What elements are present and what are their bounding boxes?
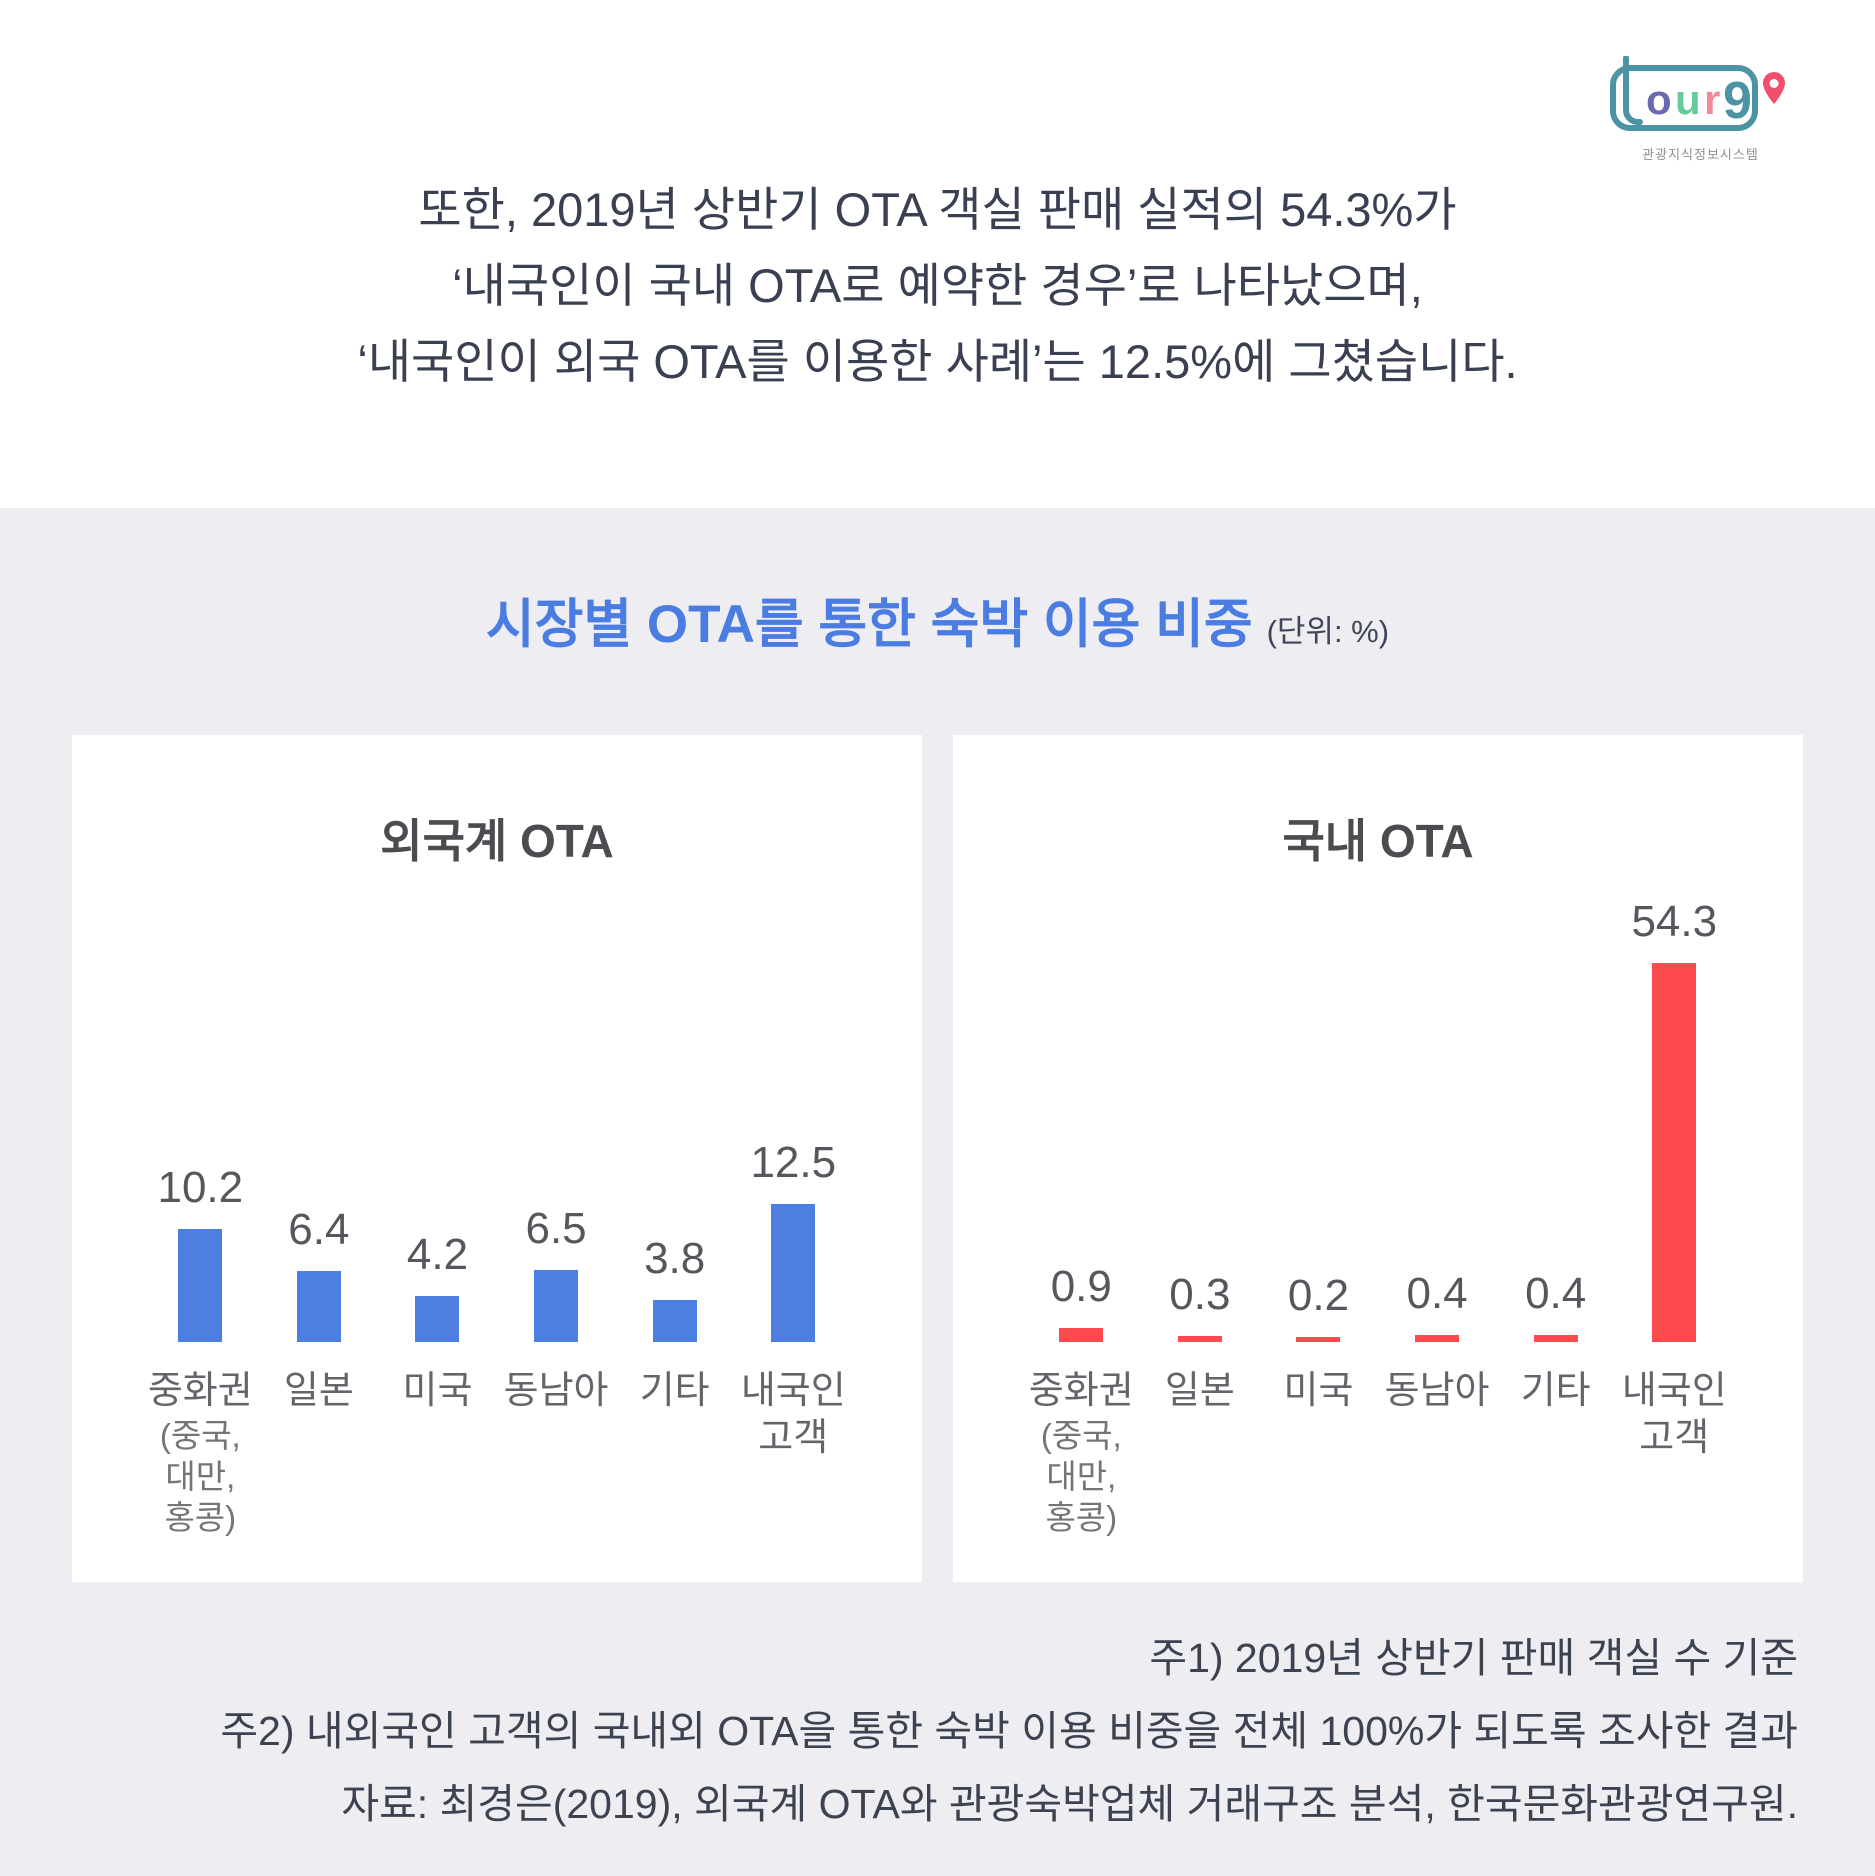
headline-line-3: ‘내국인이 외국 OTA를 이용한 사례’는 12.5%에 그쳤습니다. <box>357 335 1518 388</box>
category-label: 기타 <box>615 1368 734 1415</box>
panel-title-domestic-ota: 국내 OTA <box>1282 815 1474 867</box>
bar-value-label: 6.4 <box>288 1205 350 1254</box>
category-label-main: 기타 <box>1520 1370 1591 1412</box>
category-label-sub: 대만, <box>1046 1458 1117 1495</box>
category-label-main: 중화권 <box>1028 1370 1134 1412</box>
footnote-line-1: 주1) 2019년 상반기 판매 객실 수 기준 <box>1149 1635 1798 1681</box>
section-title-text: 시장별 OTA를 통한 숙박 이용 비중 <box>485 595 1253 654</box>
category-label-main: 중화권 <box>147 1370 253 1412</box>
chart-column: 0.4 <box>1378 735 1497 1342</box>
bar-value-label: 10.2 <box>157 1163 244 1212</box>
bar <box>1296 1337 1341 1342</box>
category-label: 일본 <box>260 1368 379 1415</box>
bar <box>1533 1335 1578 1342</box>
bar <box>1652 963 1697 1342</box>
headline-line-2: ‘내국인이 국내 OTA로 예약한 경우’로 나타났으며, <box>452 259 1423 312</box>
bar-value-label: 3.8 <box>644 1234 706 1283</box>
category-label-sub: (중국, <box>159 1417 241 1454</box>
category-label: 동남아 <box>1378 1368 1497 1415</box>
category-label-main: 일본 <box>1164 1370 1235 1412</box>
logo-digit-9: 9 <box>1723 72 1752 130</box>
headline-line-1: 또한, 2019년 상반기 OTA 객실 판매 실적의 54.3%가 <box>418 183 1457 236</box>
category-label-sub: 대만, <box>165 1458 236 1495</box>
chart-column: 6.5 <box>497 735 616 1342</box>
bar <box>415 1296 460 1342</box>
bar <box>178 1229 223 1342</box>
chart-column: 0.9 <box>1022 735 1141 1342</box>
chart-column: 0.3 <box>1141 735 1260 1342</box>
headline: 또한, 2019년 상반기 OTA 객실 판매 실적의 54.3%가 ‘내국인이… <box>0 172 1875 400</box>
chart-bars-area: 10.2 6.4 4.2 6.5 3.8 12.5 <box>141 735 853 1342</box>
footnote-line-3: 자료: 최경은(2019), 외국계 OTA와 관광숙박업체 거래구조 분석, … <box>341 1781 1798 1827</box>
bar <box>1415 1335 1460 1342</box>
bar-value-label: 0.2 <box>1287 1271 1350 1320</box>
category-label-main: 일본 <box>283 1370 354 1412</box>
panel-title-foreign-ota: 외국계 OTA <box>380 815 614 867</box>
category-label: 미국 <box>1259 1368 1378 1415</box>
bar <box>1059 1328 1104 1342</box>
chart-column: 4.2 <box>378 735 497 1342</box>
bar <box>534 1270 579 1342</box>
bar <box>652 1300 697 1342</box>
bar <box>1177 1336 1222 1342</box>
chart-column: 12.5 <box>734 735 853 1342</box>
logo-letter-o: o <box>1646 76 1672 123</box>
category-label: 중화권 (중국, 대만, 홍콩) <box>1022 1368 1141 1538</box>
bar <box>771 1204 816 1342</box>
bar-value-label: 0.9 <box>1050 1262 1112 1311</box>
logo-subtitle: 관광지식정보시스템 <box>1642 147 1759 162</box>
logo-letter-r: r <box>1704 76 1720 123</box>
chart-bars-area: 0.9 0.3 0.2 0.4 0.4 54.3 <box>1022 735 1734 1342</box>
footnotes: 주1) 2019년 상반기 판매 객실 수 기준 주2) 내외국인 고객의 국내… <box>220 1622 1798 1841</box>
bar-value-label: 0.4 <box>1406 1269 1468 1318</box>
bar-value-label: 0.3 <box>1169 1270 1231 1319</box>
category-label-main: 미국 <box>402 1370 473 1412</box>
logo-box-outline <box>1610 65 1758 131</box>
category-label-main: 동남아 <box>1384 1370 1490 1412</box>
chart-column: 10.2 <box>141 735 260 1342</box>
category-label-main: 고객 <box>1639 1417 1710 1459</box>
category-label-main: 기타 <box>639 1370 710 1412</box>
category-label: 미국 <box>378 1368 497 1415</box>
tour9-logo: o u r 9 관광지식정보시스템 <box>1608 55 1793 163</box>
category-label-main: 내국인 <box>740 1370 846 1412</box>
category-label-main: 고객 <box>758 1417 829 1459</box>
tour9-logo-mark: o u r 9 <box>1610 55 1785 131</box>
chart-column: 0.2 <box>1259 735 1378 1342</box>
chart-column: 0.4 <box>1496 735 1615 1342</box>
logo-letter-t <box>1623 55 1643 125</box>
section-title-unit: (단위: %) <box>1266 614 1390 649</box>
category-label: 일본 <box>1141 1368 1260 1415</box>
category-label-sub: (중국, <box>1040 1417 1122 1454</box>
category-label: 중화권 (중국, 대만, 홍콩) <box>141 1368 260 1538</box>
section-title: 시장별 OTA를 통한 숙박 이용 비중 (단위: %) <box>0 582 1875 658</box>
chart-column: 3.8 <box>615 735 734 1342</box>
category-label-main: 내국인 <box>1621 1370 1727 1412</box>
bar-value-label: 12.5 <box>750 1138 837 1187</box>
category-label-sub: 홍콩) <box>164 1499 237 1536</box>
logo-pin-hole <box>1769 79 1779 88</box>
bar-value-label: 4.2 <box>406 1230 469 1279</box>
footnote-line-2: 주2) 내외국인 고객의 국내외 OTA을 통한 숙박 이용 비중을 전체 10… <box>220 1708 1798 1754</box>
category-label: 기타 <box>1496 1368 1615 1415</box>
top-section: o u r 9 관광지식정보시스템 또한, 2019년 상반기 OTA 객실 판… <box>0 0 1875 508</box>
category-label-main: 미국 <box>1283 1370 1354 1412</box>
chart-column: 54.3 <box>1615 735 1734 1342</box>
panel-domestic-ota: 국내 OTA 0.9 0.3 0.2 0.4 0.4 54.3 중화권 (중국, 대만, 홍콩)… <box>953 735 1803 1582</box>
bar-value-label: 54.3 <box>1631 897 1718 946</box>
chart-column: 6.4 <box>260 735 379 1342</box>
bar <box>296 1271 341 1342</box>
logo-letter-u: u <box>1675 76 1701 123</box>
bar-value-label: 6.5 <box>525 1204 587 1253</box>
panel-foreign-ota: 외국계 OTA 10.2 6.4 4.2 6.5 3.8 12.5 중화권 (중국, 대만, 홍… <box>72 735 922 1582</box>
category-label: 동남아 <box>497 1368 616 1415</box>
bar-value-label: 0.4 <box>1525 1269 1587 1318</box>
category-label-main: 동남아 <box>503 1370 609 1412</box>
category-label-sub: 홍콩) <box>1045 1499 1118 1536</box>
